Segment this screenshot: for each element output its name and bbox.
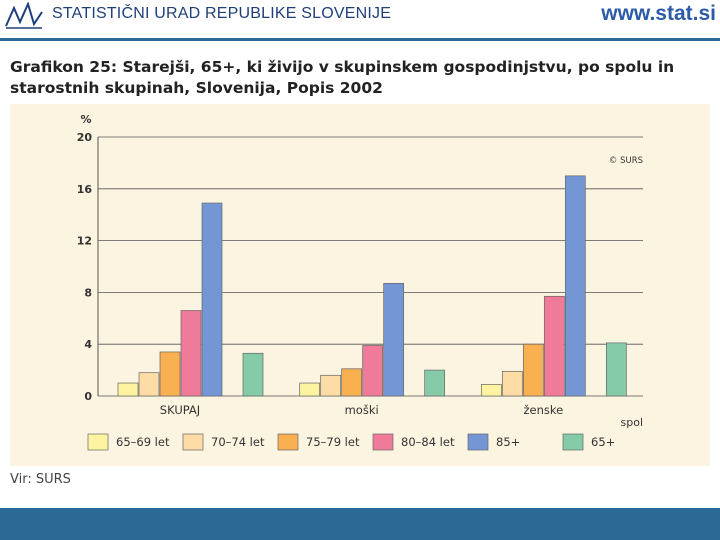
bar bbox=[605, 342, 627, 397]
legend-swatch bbox=[372, 433, 394, 451]
y-tick-label: 0 bbox=[84, 390, 92, 403]
y-tick-label: 16 bbox=[77, 183, 93, 196]
chart-title-text: Starejši, 65+, ki živijo v skupinskem go… bbox=[10, 58, 675, 97]
website-link[interactable]: www.stat.si bbox=[601, 2, 716, 25]
surs-logo-icon bbox=[5, 2, 43, 29]
bar bbox=[138, 372, 160, 397]
source-note: Vir: SURS bbox=[10, 472, 71, 487]
legend-swatch bbox=[182, 433, 204, 451]
y-tick-label: 12 bbox=[77, 235, 92, 248]
bar bbox=[242, 352, 264, 397]
bar bbox=[201, 202, 223, 397]
bar bbox=[564, 175, 586, 397]
legend-label: 65+ bbox=[591, 435, 615, 449]
y-tick-label: 8 bbox=[84, 286, 92, 299]
footer-bar bbox=[0, 508, 720, 540]
bar bbox=[159, 351, 181, 397]
bar bbox=[383, 282, 405, 397]
legend-label: 85+ bbox=[496, 435, 520, 449]
legend-swatch bbox=[467, 433, 489, 451]
chart-title-prefix: Grafikon 25: bbox=[10, 58, 118, 76]
legend-swatch bbox=[562, 433, 584, 451]
legend-swatch bbox=[277, 433, 299, 451]
bar bbox=[480, 383, 502, 397]
bar bbox=[341, 368, 363, 397]
x-category-label: moški bbox=[345, 403, 379, 417]
bar bbox=[424, 369, 446, 397]
y-tick-label: 4 bbox=[84, 338, 92, 351]
legend-label: 70–74 let bbox=[211, 435, 265, 449]
header: STATISTIČNI URAD REPUBLIKE SLOVENIJE www… bbox=[0, 0, 720, 36]
header-divider bbox=[0, 38, 720, 41]
x-category-label: ženske bbox=[523, 403, 563, 417]
bar bbox=[117, 382, 139, 397]
y-tick-label: 20 bbox=[77, 131, 93, 144]
bar bbox=[522, 343, 544, 397]
legend-swatch bbox=[87, 433, 109, 451]
bar bbox=[501, 371, 523, 397]
bar-chart: 0 4 8 12 16 20% © SURS SKUPAJ moški ženske spol 65… bbox=[77, 113, 644, 451]
x-category-label: SKUPAJ bbox=[160, 403, 200, 417]
bar bbox=[320, 374, 342, 397]
legend-label: 65–69 let bbox=[116, 435, 170, 449]
bar bbox=[543, 295, 565, 397]
y-axis-label: % bbox=[80, 113, 91, 126]
bar bbox=[362, 345, 384, 397]
legend-label: 80–84 let bbox=[401, 435, 455, 449]
chart-area: 0 4 8 12 16 20% © SURS SKUPAJ moški ženske spol 65… bbox=[10, 104, 710, 466]
watermark-text: © SURS bbox=[609, 156, 643, 166]
chart-title: Grafikon 25: Starejši, 65+, ki živijo v … bbox=[10, 57, 710, 99]
bar bbox=[180, 310, 202, 397]
bar bbox=[299, 382, 321, 397]
legend-label: 75–79 let bbox=[306, 435, 360, 449]
org-name: STATISTIČNI URAD REPUBLIKE SLOVENIJE bbox=[52, 5, 392, 22]
x-axis-label: spol bbox=[621, 416, 644, 429]
